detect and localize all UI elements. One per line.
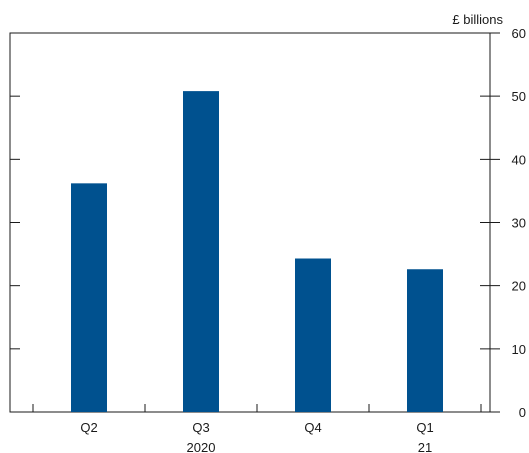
y-tick-label: 30	[512, 216, 526, 231]
bar-q1	[407, 269, 443, 412]
y-tick-label: 50	[512, 89, 526, 104]
y-tick-label: 40	[512, 152, 526, 167]
y-axis-unit-label: £ billions	[452, 12, 503, 27]
bar-q2	[71, 183, 107, 412]
bar-q4	[295, 258, 331, 412]
x-group-label: 2020	[187, 440, 216, 453]
y-tick-label: 0	[519, 405, 526, 420]
x-tick-label: Q4	[304, 420, 321, 435]
y-tick-label: 60	[512, 26, 526, 41]
axes-group: 0 10 20 30 40 50 60 Q2 Q3 Q4 Q1 2020 21	[10, 26, 526, 453]
x-tick-label: Q3	[192, 420, 209, 435]
x-tick-label: Q2	[80, 420, 97, 435]
y-tick-label: 10	[512, 342, 526, 357]
bars-group	[71, 91, 443, 412]
x-group-label: 21	[418, 440, 432, 453]
x-tick-label: Q1	[416, 420, 433, 435]
y-tick-label: 20	[512, 279, 526, 294]
bar-q3	[183, 91, 219, 412]
